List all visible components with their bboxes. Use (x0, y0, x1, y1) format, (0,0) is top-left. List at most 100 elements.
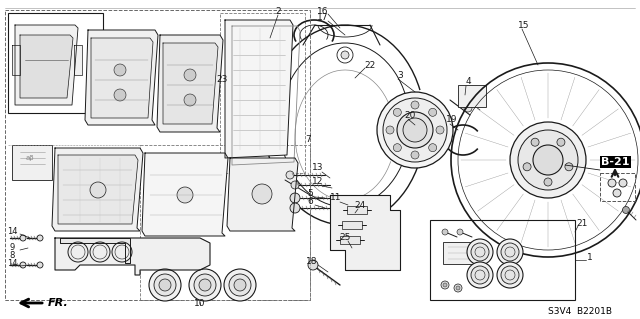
Text: 12: 12 (312, 177, 324, 187)
Circle shape (544, 178, 552, 186)
Circle shape (286, 171, 294, 179)
Polygon shape (12, 45, 20, 75)
Circle shape (442, 229, 448, 235)
Circle shape (189, 269, 221, 301)
Text: 7: 7 (305, 136, 311, 145)
Circle shape (290, 203, 300, 213)
Polygon shape (52, 148, 143, 231)
Circle shape (443, 283, 447, 287)
Polygon shape (225, 20, 293, 158)
Circle shape (523, 163, 531, 171)
Circle shape (341, 51, 349, 59)
Circle shape (37, 262, 43, 268)
Text: 5: 5 (307, 189, 313, 197)
Text: B-21: B-21 (601, 157, 630, 167)
Text: 17: 17 (317, 13, 329, 23)
Bar (347, 206, 367, 214)
Polygon shape (227, 158, 298, 231)
Circle shape (37, 235, 43, 241)
Polygon shape (74, 45, 82, 75)
Polygon shape (91, 38, 153, 118)
Bar (140, 145, 310, 300)
Polygon shape (157, 35, 223, 132)
Circle shape (114, 89, 126, 101)
Circle shape (467, 239, 493, 265)
Circle shape (456, 286, 460, 290)
Circle shape (457, 229, 463, 235)
Circle shape (252, 184, 272, 204)
Circle shape (497, 239, 523, 265)
Text: 16: 16 (317, 6, 329, 16)
Text: 11: 11 (330, 194, 342, 203)
Circle shape (454, 284, 462, 292)
Circle shape (411, 101, 419, 109)
Circle shape (608, 179, 616, 187)
Bar (600, 173, 635, 201)
Circle shape (194, 274, 216, 296)
Circle shape (291, 181, 299, 189)
Polygon shape (60, 238, 130, 263)
Text: S3V4  B2201B: S3V4 B2201B (548, 308, 612, 316)
Text: 22: 22 (364, 61, 376, 70)
Text: 9: 9 (10, 243, 15, 253)
Text: 14: 14 (7, 227, 17, 236)
Bar (443, 242, 478, 264)
Circle shape (184, 94, 196, 106)
Text: 23: 23 (216, 76, 228, 85)
Text: 10: 10 (195, 299, 205, 308)
Polygon shape (142, 153, 228, 236)
Text: 3: 3 (397, 70, 403, 79)
Circle shape (533, 145, 563, 175)
Bar (12, 145, 52, 180)
Bar (8, 13, 103, 113)
Text: 13: 13 (312, 164, 324, 173)
Circle shape (229, 274, 251, 296)
Circle shape (501, 266, 519, 284)
Polygon shape (55, 238, 210, 275)
Text: 24: 24 (355, 201, 365, 210)
Circle shape (531, 138, 539, 146)
Circle shape (114, 64, 126, 76)
Circle shape (184, 69, 196, 81)
Circle shape (394, 144, 401, 152)
Bar (342, 221, 362, 229)
Circle shape (386, 126, 394, 134)
Polygon shape (58, 155, 138, 224)
Bar (340, 236, 360, 244)
Circle shape (90, 242, 110, 262)
Circle shape (518, 130, 578, 190)
Circle shape (623, 206, 630, 213)
Bar (220, 13, 305, 173)
Circle shape (112, 242, 132, 262)
Circle shape (68, 242, 88, 262)
Circle shape (224, 269, 256, 301)
Circle shape (394, 108, 401, 116)
Circle shape (471, 266, 489, 284)
Circle shape (20, 235, 26, 241)
Circle shape (464, 104, 472, 112)
Text: 8: 8 (10, 251, 15, 261)
Bar (458, 85, 486, 107)
Circle shape (619, 179, 627, 187)
Circle shape (429, 144, 436, 152)
Bar (5, 10, 310, 300)
Polygon shape (20, 35, 73, 98)
Text: 15: 15 (518, 20, 530, 29)
Circle shape (436, 126, 444, 134)
Circle shape (308, 260, 318, 270)
Text: 4: 4 (465, 78, 471, 86)
Circle shape (441, 281, 449, 289)
Text: 1: 1 (587, 254, 593, 263)
Text: 20: 20 (404, 110, 416, 120)
Text: 14: 14 (7, 259, 17, 269)
Circle shape (149, 269, 181, 301)
Circle shape (159, 279, 171, 291)
Text: aβ: aβ (26, 155, 35, 161)
Circle shape (199, 279, 211, 291)
Circle shape (290, 193, 300, 203)
Text: 25: 25 (339, 234, 351, 242)
Circle shape (497, 262, 523, 288)
Circle shape (429, 108, 436, 116)
Circle shape (154, 274, 176, 296)
Circle shape (613, 189, 621, 197)
